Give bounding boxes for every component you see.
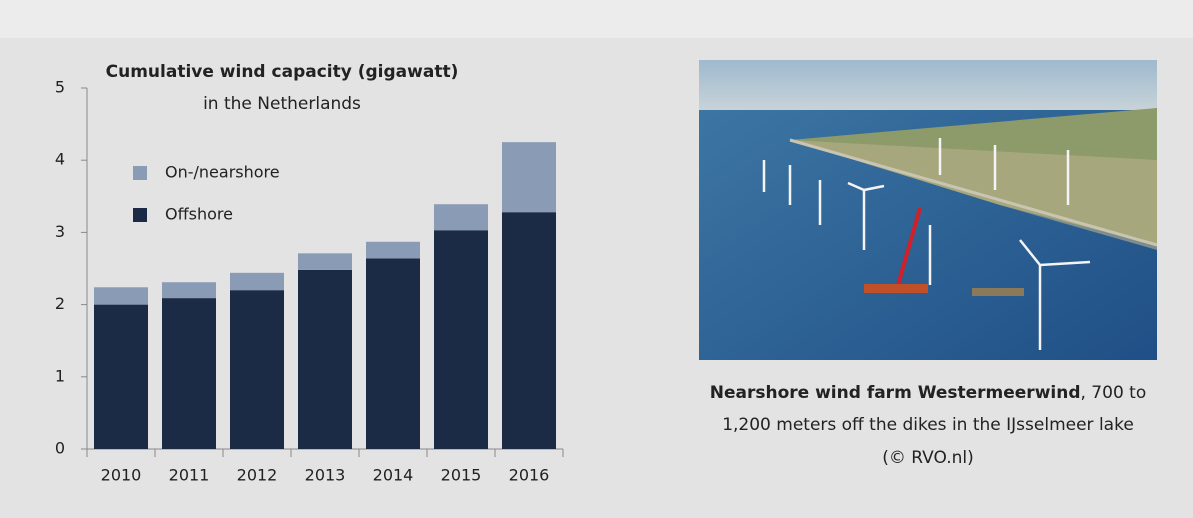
bar-segment: [230, 290, 284, 449]
bar-segment: [434, 230, 488, 449]
bar-segment: [366, 242, 420, 259]
x-tick-label: 2013: [305, 466, 346, 485]
x-tick-label: 2014: [373, 466, 414, 485]
bar-segment: [162, 298, 216, 449]
bar-segment: [230, 273, 284, 290]
y-tick-label: 3: [55, 222, 65, 241]
caption-line: 1,200 meters off the dikes in the IJssel…: [680, 415, 1176, 435]
y-tick-label: 2: [55, 294, 65, 313]
bar-segment: [298, 253, 352, 270]
x-tick-label: 2012: [237, 466, 278, 485]
bar-segment: [94, 287, 148, 304]
x-tick-label: 2011: [169, 466, 210, 485]
chart-subtitle: in the Netherlands: [203, 94, 361, 114]
page: Cumulative wind capacity (gigawatt) in t…: [0, 0, 1193, 518]
bar-segment: [298, 270, 352, 449]
legend-label: On-/nearshore: [165, 163, 280, 182]
y-tick-label: 4: [55, 150, 65, 169]
y-tick-label: 5: [55, 78, 65, 97]
legend-swatch: [133, 208, 147, 222]
bar-segment: [502, 212, 556, 449]
bar-segment: [434, 204, 488, 230]
caption-line: Nearshore wind farm Westermeerwind, 700 …: [680, 383, 1176, 403]
chart: Cumulative wind capacity (gigawatt) in t…: [0, 0, 1193, 518]
caption-line: (© RVO.nl): [680, 448, 1176, 468]
caption-text: , 700 to: [1081, 383, 1147, 403]
x-tick-label: 2016: [509, 466, 550, 485]
bar-segment: [94, 305, 148, 449]
y-tick-label: 0: [55, 439, 65, 458]
photo: [699, 60, 1157, 360]
bar-segment: [162, 282, 216, 298]
x-tick-label: 2015: [441, 466, 482, 485]
caption-bold: Nearshore wind farm Westermeerwind: [710, 383, 1081, 403]
legend-label: Offshore: [165, 205, 233, 224]
y-tick-label: 1: [55, 366, 65, 385]
chart-title: Cumulative wind capacity (gigawatt): [106, 62, 459, 82]
bar-segment: [502, 142, 556, 212]
legend-swatch: [133, 166, 147, 180]
x-tick-label: 2010: [101, 466, 142, 485]
bar-segment: [366, 258, 420, 449]
